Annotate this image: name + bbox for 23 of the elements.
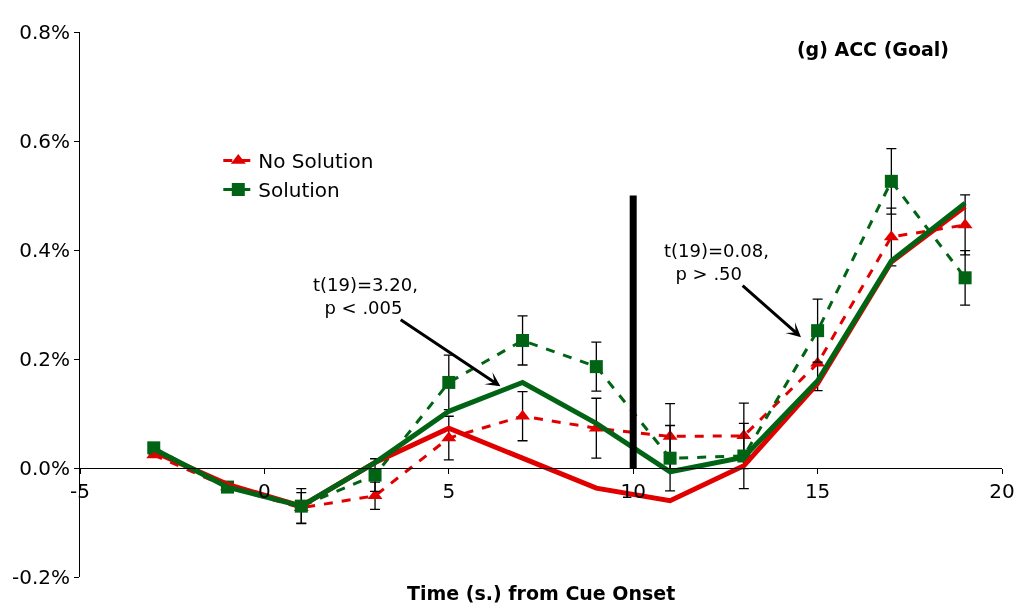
point: [442, 375, 456, 389]
y-tick-label: 0.2%: [19, 347, 70, 371]
y-tick-label: 0.8%: [19, 20, 70, 44]
point: [958, 271, 972, 285]
x-axis-title: Time (s.) from Cue Onset: [407, 582, 676, 604]
y-tick-label: 0.6%: [19, 129, 70, 153]
legend-label: No Solution: [258, 149, 374, 174]
legend-label: Solution: [258, 178, 340, 203]
point: [811, 324, 825, 338]
point: [663, 451, 677, 465]
y-tick-label: -0.2%: [11, 565, 70, 589]
point: [884, 174, 898, 188]
point: [516, 333, 530, 347]
chart-title: (g) ACC (Goal): [796, 38, 950, 61]
x-tick-label: 20: [989, 479, 1015, 503]
point: [368, 468, 382, 482]
annotation: t(19)=3.20, p < .005: [313, 274, 418, 319]
x-tick-label: 5: [442, 479, 456, 503]
point: [589, 360, 603, 374]
x-tick-label: 15: [804, 479, 831, 503]
y-tick-label: 0.4%: [19, 238, 70, 262]
annotation: t(19)=0.08, p > .50: [664, 240, 769, 285]
y-tick-label: 0.0%: [19, 456, 70, 480]
